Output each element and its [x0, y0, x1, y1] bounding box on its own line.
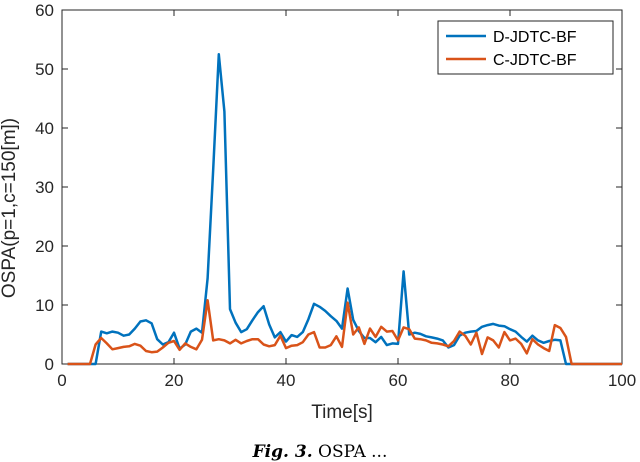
y-tick-label: 60 [35, 1, 54, 20]
x-tick-label: 80 [501, 371, 520, 390]
series-line-0 [67, 53, 622, 366]
series-line-1 [67, 299, 622, 366]
axis-ticks: 0 20 40 60 80 100 0 10 20 30 40 50 60 [35, 1, 636, 390]
y-tick-label: 50 [35, 60, 54, 79]
legend-label: D-JDTC-BF [493, 29, 577, 46]
y-axis-label: OSPA(p=1,c=150[m]) [0, 118, 20, 298]
y-tick-label: 30 [35, 178, 54, 197]
y-tick-label: 0 [45, 355, 54, 374]
legend: D-JDTC-BF C-JDTC-BF [437, 20, 614, 75]
x-axis-label: Time[s] [311, 402, 373, 423]
x-tick-label: 100 [608, 371, 636, 390]
caption-text: OSPA ... [318, 442, 388, 462]
y-tick-label: 40 [35, 119, 54, 138]
ospa-line-chart: 0 20 40 60 80 100 0 10 20 30 40 50 60 Time[s] OSPA(p… [0, 1, 636, 423]
y-tick-label: 20 [35, 237, 54, 256]
x-tick-label: 60 [389, 371, 408, 390]
y-tick-label: 10 [35, 296, 54, 315]
x-tick-label: 0 [57, 371, 66, 390]
legend-box [437, 20, 614, 75]
figure-number: Fig. 3. [252, 442, 313, 462]
x-tick-label: 40 [277, 371, 296, 390]
series-lines [67, 53, 622, 366]
figure-caption: Fig. 3. OSPA ... [0, 442, 640, 462]
legend-label: C-JDTC-BF [493, 52, 577, 69]
x-tick-label: 20 [165, 371, 184, 390]
